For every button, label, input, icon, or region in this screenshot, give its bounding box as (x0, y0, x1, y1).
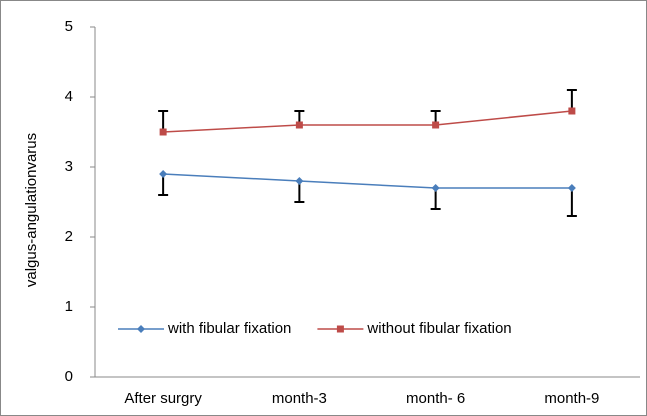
series-line (163, 110, 572, 133)
data-point (568, 107, 576, 115)
x-tick-label: After surgry (124, 390, 202, 407)
series-line (163, 173, 572, 189)
x-tick-label: month-9 (544, 390, 599, 407)
data-point (431, 184, 440, 192)
y-axis-label: valgus-angulationvarus (23, 133, 40, 287)
data-point (159, 170, 168, 178)
y-tick-label: 3 (65, 158, 73, 175)
y-tick-label: 2 (65, 228, 73, 245)
error-bar (566, 188, 577, 217)
y-tick-label: 5 (65, 18, 73, 35)
legend-label: without fibular fixation (366, 320, 511, 337)
y-tick-label: 4 (65, 88, 73, 105)
x-tick-label: month- 6 (406, 390, 465, 407)
legend-marker (336, 325, 344, 333)
data-point (295, 177, 304, 185)
y-tick-label: 1 (65, 298, 73, 315)
data-point (295, 121, 303, 129)
x-tick-label: month-3 (272, 390, 327, 407)
legend-marker (137, 325, 145, 333)
y-tick-label: 0 (65, 368, 73, 385)
data-point (159, 128, 167, 136)
data-point (567, 184, 576, 192)
data-point (432, 121, 440, 129)
legend-label: with fibular fixation (167, 320, 291, 337)
